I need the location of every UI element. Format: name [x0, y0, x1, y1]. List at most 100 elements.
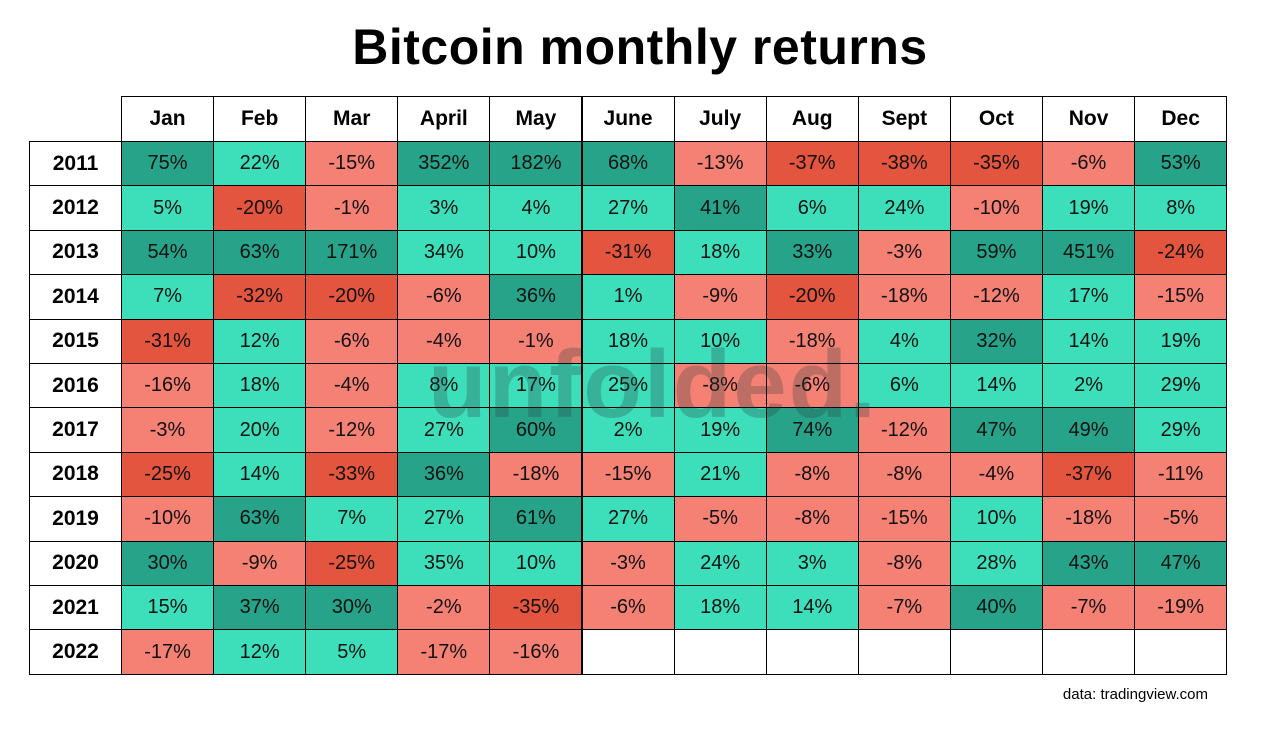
return-cell: 75%	[121, 141, 215, 187]
return-cell: 10%	[949, 496, 1043, 542]
return-cell: -5%	[673, 496, 767, 542]
return-cell: 2%	[1042, 363, 1136, 409]
return-cell	[673, 629, 767, 675]
return-cell: 28%	[949, 540, 1043, 586]
year-label: 2020	[29, 540, 122, 586]
return-cell: 40%	[949, 585, 1043, 631]
return-cell: -12%	[949, 274, 1043, 320]
return-cell: 27%	[397, 496, 491, 542]
return-cell: -7%	[857, 585, 951, 631]
column-header: April	[397, 96, 491, 142]
return-cell: -18%	[857, 274, 951, 320]
return-cell: -8%	[765, 496, 859, 542]
return-cell: 49%	[1042, 407, 1136, 453]
year-label: 2018	[29, 451, 122, 498]
return-cell: 3%	[397, 185, 491, 231]
return-cell: 8%	[397, 363, 491, 409]
return-cell: -6%	[397, 274, 491, 320]
return-cell: -6%	[305, 318, 399, 364]
return-cell: -12%	[857, 407, 951, 453]
return-cell: 61%	[489, 496, 583, 542]
column-header: Dec	[1134, 96, 1228, 142]
return-cell	[857, 629, 951, 675]
return-cell: -15%	[857, 496, 951, 542]
return-cell: 63%	[213, 229, 307, 276]
return-cell: 18%	[673, 585, 767, 631]
return-cell: 7%	[121, 274, 215, 320]
return-cell: -18%	[1042, 496, 1136, 542]
column-header: June	[581, 96, 675, 142]
year-label: 2012	[29, 185, 122, 231]
return-cell: -7%	[1042, 585, 1136, 631]
return-cell: -15%	[305, 141, 399, 187]
return-cell: 35%	[397, 540, 491, 586]
return-cell: -1%	[305, 185, 399, 231]
return-cell: -35%	[949, 141, 1043, 187]
return-cell: 15%	[121, 585, 215, 631]
return-cell: 24%	[673, 540, 767, 586]
return-cell: 14%	[765, 585, 859, 631]
column-header: Feb	[213, 96, 307, 142]
year-label: 2015	[29, 318, 122, 364]
return-cell: 59%	[949, 229, 1043, 276]
return-cell: 18%	[581, 318, 675, 364]
return-cell: -1%	[489, 318, 583, 364]
return-cell: 18%	[673, 229, 767, 276]
return-cell: 41%	[673, 185, 767, 231]
return-cell: 352%	[397, 141, 491, 187]
return-cell: 12%	[213, 318, 307, 364]
return-cell: -8%	[673, 363, 767, 409]
return-cell: -4%	[397, 318, 491, 364]
return-cell: -9%	[673, 274, 767, 320]
return-cell: 74%	[765, 407, 859, 453]
column-header: Jan	[121, 96, 215, 142]
return-cell: -9%	[213, 540, 307, 586]
return-cell: 19%	[1042, 185, 1136, 231]
return-cell: -3%	[581, 540, 675, 586]
return-cell: -6%	[765, 363, 859, 409]
return-cell: 6%	[857, 363, 951, 409]
return-cell: -15%	[1134, 274, 1228, 320]
return-cell: 20%	[213, 407, 307, 453]
return-cell: 3%	[765, 540, 859, 586]
return-cell: 451%	[1042, 229, 1136, 276]
return-cell	[581, 629, 675, 675]
return-cell: -35%	[489, 585, 583, 631]
return-cell: 14%	[949, 363, 1043, 409]
return-cell: 182%	[489, 141, 583, 187]
return-cell: -10%	[121, 496, 215, 542]
year-label: 2019	[29, 496, 122, 542]
return-cell: -17%	[397, 629, 491, 675]
return-cell: 43%	[1042, 540, 1136, 586]
return-cell: -3%	[857, 229, 951, 276]
return-cell: -37%	[765, 141, 859, 187]
return-cell: -16%	[121, 363, 215, 409]
return-cell: 14%	[1042, 318, 1136, 364]
return-cell: 34%	[397, 229, 491, 276]
return-cell	[765, 629, 859, 675]
year-label: 2013	[29, 229, 122, 276]
column-header: Sept	[857, 96, 951, 142]
return-cell: -24%	[1134, 229, 1228, 276]
return-cell: -11%	[1134, 451, 1228, 498]
return-cell: -25%	[121, 451, 215, 498]
return-cell: -20%	[213, 185, 307, 231]
return-cell: 54%	[121, 229, 215, 276]
return-cell: 27%	[397, 407, 491, 453]
return-cell: 1%	[581, 274, 675, 320]
return-cell: 30%	[121, 540, 215, 586]
return-cell: -33%	[305, 451, 399, 498]
return-cell: 4%	[857, 318, 951, 364]
return-cell: -15%	[581, 451, 675, 498]
return-cell: 27%	[581, 185, 675, 231]
return-cell: -38%	[857, 141, 951, 187]
return-cell: 47%	[1134, 540, 1228, 586]
return-cell: 2%	[581, 407, 675, 453]
year-label: 2014	[29, 274, 122, 320]
column-header: Aug	[765, 96, 859, 142]
return-cell: 36%	[489, 274, 583, 320]
return-cell: -6%	[1042, 141, 1136, 187]
return-cell: 10%	[489, 229, 583, 276]
return-cell: 19%	[673, 407, 767, 453]
